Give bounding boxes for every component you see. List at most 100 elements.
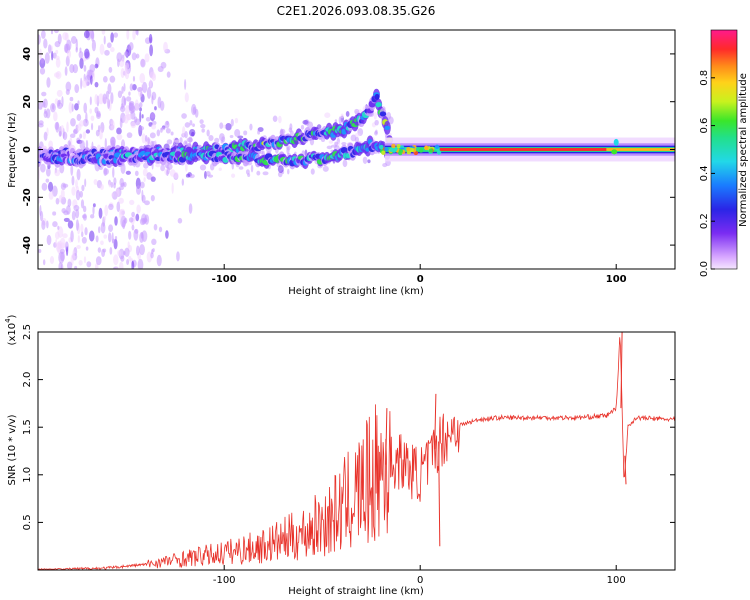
noise-blob: [199, 164, 207, 171]
noise-blob: [184, 92, 189, 103]
noise-blob: [58, 251, 65, 264]
noise-blob: [280, 128, 286, 135]
noise-blob: [160, 61, 167, 69]
noise-blob: [70, 36, 77, 44]
y-tick-label: 2.5: [22, 324, 33, 340]
noise-blob: [110, 46, 115, 53]
noise-blob: [74, 83, 80, 94]
noise-blob: [103, 168, 109, 175]
y-tick-label: 1.5: [22, 419, 33, 435]
noise-blob: [160, 127, 163, 133]
noise-blob: [342, 159, 348, 168]
x-tick-label: 100: [607, 575, 626, 586]
noise-blob: [139, 107, 142, 112]
noise-blob: [90, 214, 95, 219]
noise-blob: [82, 205, 87, 213]
noise-blob: [128, 230, 132, 240]
noise-blob: [65, 81, 72, 92]
noise-blob: [96, 110, 101, 118]
noise-blob: [44, 52, 50, 64]
noise-blob: [229, 134, 234, 139]
noise-blob: [350, 134, 357, 142]
noise-blob: [94, 93, 98, 105]
noise-blob: [134, 118, 141, 126]
noise-blob: [75, 179, 78, 189]
noise-blob: [82, 118, 89, 127]
noise-blob: [114, 216, 118, 226]
noise-blob: [272, 115, 278, 122]
noise-blob: [120, 103, 124, 110]
noise-blob: [131, 52, 137, 61]
noise-blob: [110, 92, 114, 105]
noise-blob: [65, 246, 69, 257]
noise-blob: [201, 128, 205, 133]
noise-blob: [72, 249, 76, 261]
ridge-blob: [398, 148, 404, 154]
snr-peak: [438, 441, 441, 547]
ridge-blob: [396, 143, 401, 149]
noise-blob: [179, 137, 183, 144]
noise-blob: [41, 182, 48, 191]
noise-blob: [126, 30, 130, 40]
noise-blob: [80, 223, 84, 233]
noise-blob: [38, 248, 42, 254]
spectrogram-ridge: [38, 88, 675, 170]
noise-blob: [139, 232, 144, 244]
noise-blob: [334, 119, 338, 123]
noise-blob: [166, 139, 173, 145]
noise-blob: [184, 161, 188, 172]
noise-blob: [80, 199, 85, 209]
noise-blob: [58, 262, 63, 269]
ridge-blob: [424, 145, 429, 150]
noise-blob: [154, 106, 157, 111]
noise-blob: [82, 213, 87, 221]
y-tick-label: 40: [22, 47, 33, 61]
noise-blob: [86, 261, 92, 268]
noise-blob: [126, 96, 132, 102]
noise-blob: [223, 124, 226, 129]
ridge-blob: [613, 138, 619, 146]
noise-blob: [137, 86, 143, 93]
y-tick-label: -40: [22, 236, 33, 254]
noise-blob: [158, 226, 163, 233]
noise-blob: [139, 218, 146, 226]
noise-blob: [103, 234, 108, 239]
noise-blob: [84, 48, 90, 59]
noise-blob: [119, 177, 124, 187]
noise-blob: [135, 213, 140, 222]
noise-blob: [46, 234, 52, 246]
noise-blob: [65, 89, 70, 95]
x-tick-label: 0: [417, 274, 424, 285]
noise-blob: [48, 181, 54, 192]
noise-blob: [102, 76, 108, 83]
snr-frame: [37, 331, 676, 571]
noise-blob: [148, 33, 153, 44]
noise-blob: [147, 137, 150, 145]
noise-blob: [108, 66, 113, 73]
noise-blob: [91, 39, 96, 52]
noise-blob: [70, 117, 76, 127]
noise-blob: [139, 244, 145, 256]
noise-blob: [77, 235, 80, 243]
spectrogram-ylabel: Frequency (Hz): [7, 112, 18, 188]
noise-blob: [120, 255, 125, 262]
noise-blob: [83, 64, 87, 72]
noise-blob: [67, 198, 72, 208]
noise-blob: [205, 170, 211, 177]
noise-blob: [125, 105, 130, 117]
noise-blob: [334, 141, 339, 146]
noise-blob: [111, 193, 114, 198]
noise-blob: [71, 186, 76, 196]
noise-blob: [39, 67, 46, 75]
noise-blob: [91, 30, 95, 42]
noise-blob: [63, 217, 70, 222]
noise-blob: [136, 245, 140, 256]
noise-blob: [302, 120, 309, 125]
noise-blob: [322, 165, 329, 172]
ridge-blob: [381, 150, 386, 155]
y-tick-label: -20: [22, 188, 33, 206]
noise-blob: [55, 49, 59, 55]
noise-blob: [55, 55, 60, 60]
noise-blob: [59, 237, 66, 249]
noise-blob: [150, 112, 156, 119]
